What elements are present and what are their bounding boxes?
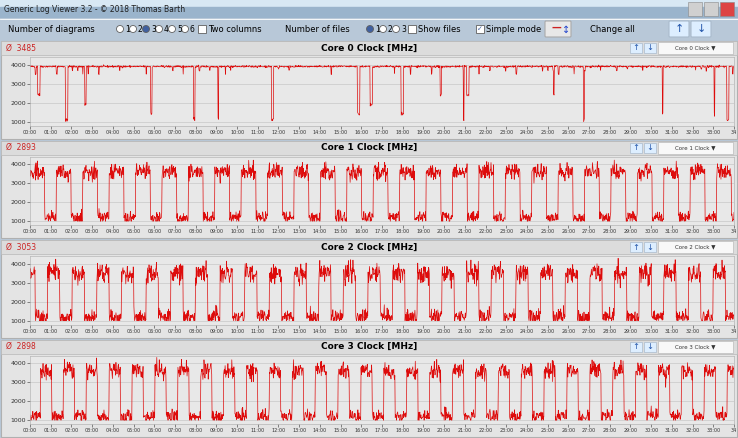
Circle shape: [367, 25, 373, 32]
Bar: [688, 2, 702, 16]
Text: Core 1 Clock ▼: Core 1 Clock ▼: [675, 145, 715, 150]
FancyBboxPatch shape: [669, 21, 689, 37]
Bar: [630, 342, 642, 352]
Bar: [644, 43, 656, 53]
Text: ↑: ↑: [632, 342, 640, 351]
Text: Core 0 Clock ▼: Core 0 Clock ▼: [675, 46, 715, 50]
Text: Core 1 Clock [MHz]: Core 1 Clock [MHz]: [321, 143, 417, 152]
Text: Ø  2893: Ø 2893: [6, 143, 36, 152]
Circle shape: [156, 25, 162, 32]
Text: Two columns: Two columns: [208, 25, 262, 33]
Bar: [1, 141, 737, 155]
Bar: [720, 2, 734, 16]
Bar: [1, 339, 737, 353]
Text: 1: 1: [375, 25, 380, 33]
Circle shape: [129, 25, 137, 32]
Text: ↑: ↑: [632, 43, 640, 53]
Circle shape: [142, 25, 150, 32]
Text: ↑: ↑: [675, 24, 683, 34]
Bar: [658, 141, 733, 153]
Text: 5: 5: [177, 25, 182, 33]
Text: Core 3 Clock [MHz]: Core 3 Clock [MHz]: [321, 342, 417, 351]
Text: Change all: Change all: [590, 25, 635, 33]
Bar: [644, 342, 656, 352]
Text: Core 2 Clock ▼: Core 2 Clock ▼: [675, 244, 715, 250]
Circle shape: [117, 25, 123, 32]
Bar: [658, 340, 733, 353]
Text: ✓: ✓: [477, 26, 483, 32]
Circle shape: [182, 25, 188, 32]
Text: ↓: ↓: [697, 24, 706, 34]
Text: ↕: ↕: [562, 25, 570, 35]
Text: 2: 2: [388, 25, 393, 33]
Bar: [630, 242, 642, 252]
Text: 4: 4: [164, 25, 169, 33]
Bar: [644, 142, 656, 152]
Bar: [198, 25, 206, 33]
Text: 3: 3: [401, 25, 406, 33]
Text: 6: 6: [190, 25, 195, 33]
Text: 1: 1: [125, 25, 130, 33]
Text: Number of diagrams: Number of diagrams: [8, 25, 94, 33]
Text: 2: 2: [138, 25, 142, 33]
Text: Generic Log Viewer 3.2 - © 2018 Thomas Barth: Generic Log Viewer 3.2 - © 2018 Thomas B…: [4, 4, 185, 14]
Bar: [658, 241, 733, 253]
Bar: [408, 25, 416, 33]
Text: ↓: ↓: [646, 143, 654, 152]
Text: Simple mode: Simple mode: [486, 25, 541, 33]
FancyBboxPatch shape: [691, 21, 711, 37]
Bar: [704, 2, 718, 16]
Circle shape: [168, 25, 176, 32]
Text: Ø  3053: Ø 3053: [6, 243, 36, 251]
Text: ↓: ↓: [646, 43, 654, 53]
Bar: [630, 142, 642, 152]
Bar: [630, 43, 642, 53]
Text: Show files: Show files: [418, 25, 461, 33]
Bar: [1, 240, 737, 254]
Bar: [476, 25, 484, 33]
Bar: [658, 42, 733, 54]
Text: ↑: ↑: [632, 143, 640, 152]
Text: Number of files: Number of files: [285, 25, 350, 33]
Circle shape: [393, 25, 399, 32]
Text: ↓: ↓: [646, 342, 654, 351]
Text: —: —: [552, 23, 562, 33]
Text: Ø  2898: Ø 2898: [6, 342, 35, 351]
Bar: [644, 242, 656, 252]
Text: Ø  3485: Ø 3485: [6, 43, 36, 53]
Circle shape: [379, 25, 387, 32]
Text: ↓: ↓: [646, 243, 654, 251]
Bar: [1, 41, 737, 55]
Text: Core 2 Clock [MHz]: Core 2 Clock [MHz]: [321, 243, 417, 251]
Text: 3: 3: [151, 25, 156, 33]
Text: ↑: ↑: [632, 243, 640, 251]
FancyBboxPatch shape: [545, 21, 571, 37]
Text: Core 0 Clock [MHz]: Core 0 Clock [MHz]: [321, 43, 417, 53]
Text: Core 3 Clock ▼: Core 3 Clock ▼: [675, 344, 715, 349]
